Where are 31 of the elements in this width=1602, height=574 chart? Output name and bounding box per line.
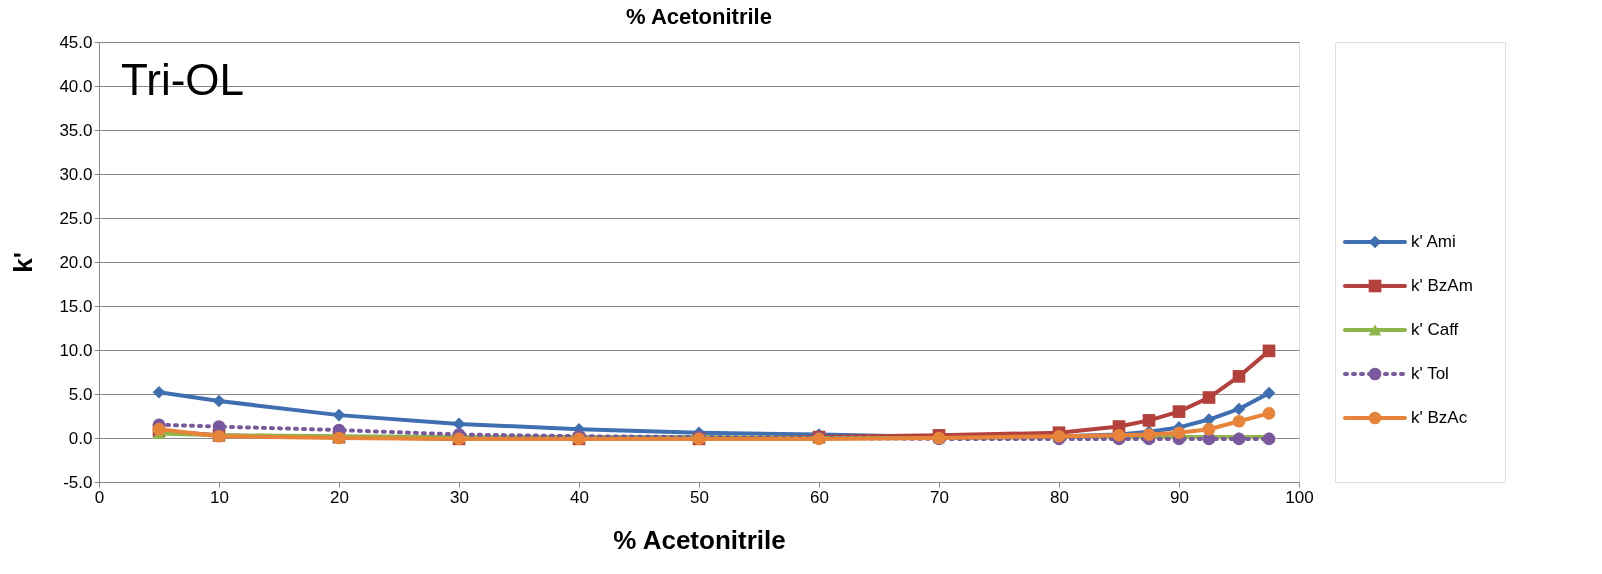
y-tick-label: 10.0 xyxy=(59,340,93,360)
y-tick-label: 40.0 xyxy=(59,76,93,96)
legend-label: k' BzAc xyxy=(1411,408,1468,427)
x-tick-label: 50 xyxy=(690,487,709,507)
y-tick-label: 30.0 xyxy=(59,164,93,184)
legend-label: k' Tol xyxy=(1411,364,1449,383)
x-tick-label: 30 xyxy=(450,487,469,507)
x-tick-label: 80 xyxy=(1050,487,1069,507)
x-tick-label: 40 xyxy=(570,487,589,507)
y-tick-label: 5.0 xyxy=(68,384,93,404)
y-tick-label: -5.0 xyxy=(63,472,93,492)
y-axis-title: k' xyxy=(8,252,39,273)
y-tick-label: 0.0 xyxy=(68,428,93,448)
annotation: Tri-OL xyxy=(121,55,245,104)
y-tick-label: 45.0 xyxy=(59,32,93,52)
x-tick-label: 10 xyxy=(210,487,229,507)
legend-label: k' BzAm xyxy=(1411,276,1473,295)
y-tick-label: 20.0 xyxy=(59,252,93,272)
x-tick-label: 100 xyxy=(1285,487,1314,507)
x-tick-label: 90 xyxy=(1170,487,1189,507)
chart-title: % Acetonitrile xyxy=(626,4,772,29)
x-tick-label: 60 xyxy=(810,487,829,507)
legend-label: k' Caff xyxy=(1411,320,1459,339)
x-tick-label: 20 xyxy=(330,487,349,507)
legend-label: k' Ami xyxy=(1411,232,1456,251)
y-tick-label: 15.0 xyxy=(59,296,93,316)
x-axis-title: % Acetonitrile xyxy=(613,524,786,555)
x-tick-label: 70 xyxy=(930,487,949,507)
x-tick-label: 0 xyxy=(94,487,105,507)
y-tick-label: 25.0 xyxy=(59,208,93,228)
y-tick-label: 35.0 xyxy=(59,120,93,140)
